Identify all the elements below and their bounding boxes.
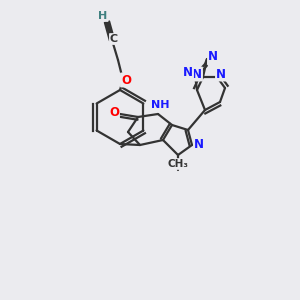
- Text: O: O: [109, 106, 119, 119]
- Text: N: N: [192, 68, 202, 80]
- Text: N: N: [216, 68, 226, 80]
- Text: N: N: [183, 67, 193, 80]
- Text: H: H: [98, 11, 108, 21]
- Text: NH: NH: [151, 100, 169, 110]
- Text: N: N: [194, 139, 204, 152]
- Text: N: N: [208, 50, 218, 64]
- Text: O: O: [121, 74, 131, 86]
- Text: C: C: [110, 34, 118, 44]
- Text: CH₃: CH₃: [167, 159, 188, 169]
